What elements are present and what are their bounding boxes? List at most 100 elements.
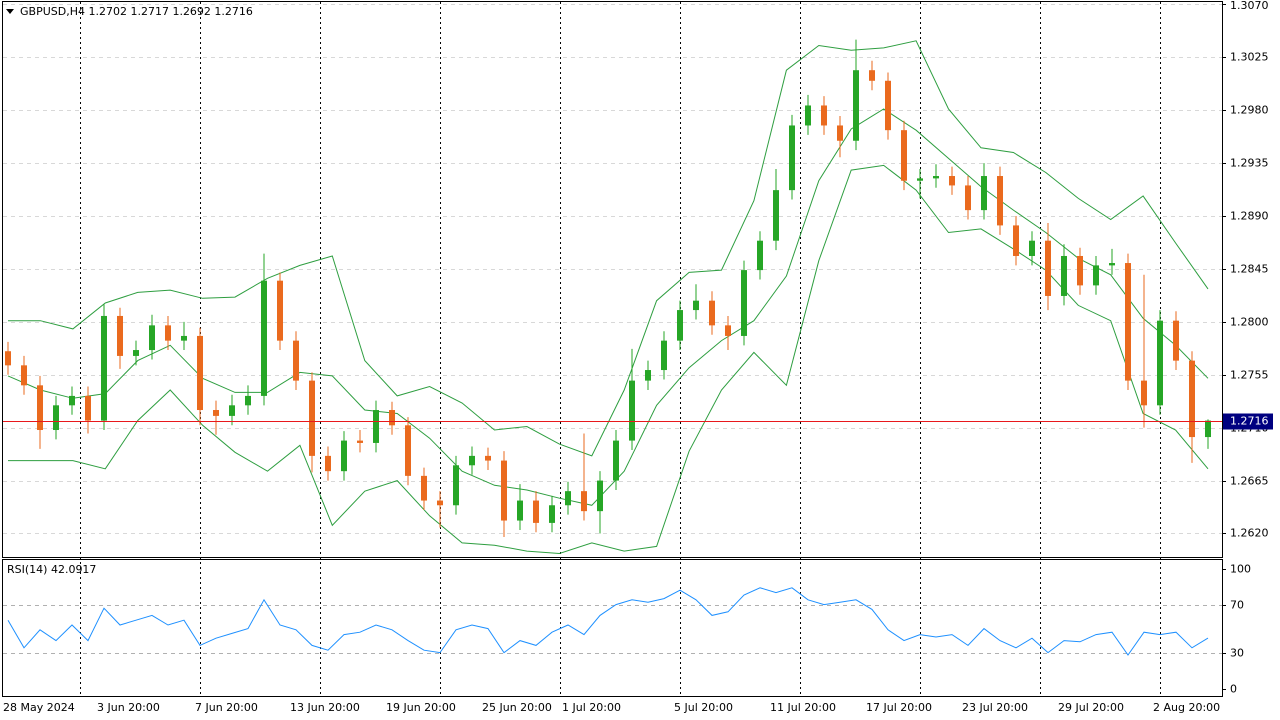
candle-body	[549, 505, 555, 523]
candle-body	[1157, 320, 1163, 406]
candle-body	[901, 130, 907, 181]
candle-body	[1109, 263, 1115, 266]
x-tick-label: 2 Aug 20:00	[1153, 701, 1220, 714]
candle-body	[1125, 263, 1131, 381]
symbol-header: GBPUSD,H4 1.2702 1.2717 1.2692 1.2716	[20, 5, 253, 18]
y-tick-label: 1.3070	[1230, 0, 1269, 12]
y-tick-label: 1.2665	[1230, 475, 1269, 488]
y-tick-label: 30	[1230, 647, 1244, 660]
x-tick-label: 17 Jul 20:00	[866, 701, 932, 714]
rsi-line	[7, 587, 1209, 656]
candle-body	[1189, 360, 1195, 438]
candle-body	[197, 335, 203, 411]
bollinger-lower	[8, 164, 1209, 555]
candle-body	[229, 405, 235, 416]
candle-body	[725, 325, 731, 336]
candle-body	[1173, 320, 1179, 361]
candle-body	[341, 440, 347, 472]
candle-body	[53, 405, 59, 431]
candle-body	[453, 465, 459, 506]
candle-body	[805, 105, 811, 126]
candle-body	[421, 475, 427, 501]
candle-body	[325, 455, 331, 472]
candle-body	[741, 270, 747, 336]
candle-body	[1013, 225, 1019, 256]
rsi-panel-frame	[2, 559, 1223, 697]
last-price-label: 1.2716	[1230, 415, 1269, 428]
y-tick-label: 1.2935	[1230, 157, 1269, 170]
candle-body	[869, 70, 875, 81]
menu-arrow[interactable]	[6, 9, 14, 14]
candle-body	[581, 491, 587, 512]
x-tick-label: 28 May 2024	[3, 701, 75, 714]
candle-body	[101, 315, 107, 421]
x-tick-label: 13 Jun 20:00	[290, 701, 360, 714]
x-tick-label: 5 Jul 20:00	[674, 701, 733, 714]
candle-body	[261, 280, 267, 396]
candle-body	[965, 185, 971, 211]
candle-body	[1061, 255, 1067, 296]
candle-body	[997, 176, 1003, 226]
candle-body	[981, 176, 987, 211]
candle-body	[37, 385, 43, 431]
rsi-header: RSI(14) 42.0917	[7, 563, 96, 576]
candle-body	[693, 300, 699, 311]
bollinger-middle	[7, 108, 1209, 506]
y-tick-label: 70	[1230, 599, 1244, 612]
x-tick-label: 29 Jul 20:00	[1058, 701, 1124, 714]
candle-body	[373, 410, 379, 443]
candle-body	[165, 325, 171, 341]
candle-body	[709, 300, 715, 326]
candle-body	[933, 176, 939, 179]
price-panel-frame	[2, 1, 1223, 558]
y-tick-label: 1.2800	[1230, 316, 1269, 329]
candle-body	[821, 105, 827, 126]
candle-body	[1029, 240, 1035, 256]
candle-body	[1093, 265, 1099, 286]
candle-body	[1205, 420, 1211, 438]
candle-body	[149, 325, 155, 351]
x-tick-label: 3 Jun 20:00	[97, 701, 160, 714]
y-tick-label: 1.2755	[1230, 369, 1269, 382]
candle-body	[277, 280, 283, 341]
x-tick-label: 19 Jun 20:00	[386, 701, 456, 714]
candle-body	[5, 351, 11, 366]
candle-body	[1141, 380, 1147, 406]
candle-body	[885, 80, 891, 131]
x-tick-label: 1 Jul 20:00	[562, 701, 621, 714]
candle-body	[533, 500, 539, 523]
candle-body	[309, 380, 315, 456]
candle-body	[357, 440, 363, 443]
candle-body	[565, 491, 571, 506]
candle-body	[437, 500, 443, 506]
candle-body	[69, 395, 75, 406]
candle-body	[789, 125, 795, 191]
candle-body	[213, 410, 219, 416]
candle-body	[405, 425, 411, 476]
x-tick-label: 25 Jun 20:00	[482, 701, 552, 714]
candle-body	[245, 395, 251, 406]
candle-body	[677, 310, 683, 341]
y-tick-label: 0	[1230, 683, 1237, 696]
candle-body	[597, 480, 603, 512]
candle-body	[645, 370, 651, 381]
candle-body	[133, 350, 139, 356]
candle-body	[661, 340, 667, 371]
x-tick-label: 11 Jul 20:00	[770, 701, 836, 714]
y-tick-label: 1.2890	[1230, 210, 1269, 223]
marks	[3, 39, 1222, 656]
y-tick-label: 1.3025	[1230, 51, 1269, 64]
candle-body	[517, 500, 523, 521]
y-tick-label: 1.2845	[1230, 263, 1269, 276]
candle-body	[1077, 255, 1083, 286]
candle-body	[293, 340, 299, 381]
candle-body	[117, 315, 123, 356]
candle-body	[501, 460, 507, 521]
candle-body	[949, 176, 955, 186]
candle-body	[613, 440, 619, 481]
candle-body	[181, 335, 187, 341]
candle-body	[85, 395, 91, 421]
candle-body	[389, 410, 395, 426]
